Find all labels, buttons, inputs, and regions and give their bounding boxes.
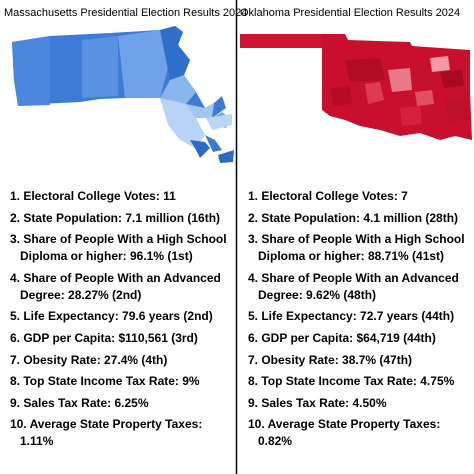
- left-title: Massachusetts Presidential Election Resu…: [4, 7, 248, 19]
- fact-item: 2. State Population: 7.1 million (16th): [10, 210, 221, 225]
- fact-item: 7. Obesity Rate: 27.4% (4th): [10, 352, 168, 367]
- fact-item: 4. Share of People With an Advanced Degr…: [248, 270, 459, 302]
- right-facts: 1. Electoral College Votes: 7 2. State Po…: [248, 188, 470, 455]
- fact-item: 10. Average State Property Taxes: 1.11%: [10, 417, 203, 449]
- fact-item: 10. Average State Property Taxes: 0.82%: [248, 417, 441, 449]
- fact-item: 6. GDP per Capita: $64,719 (44th): [248, 330, 436, 345]
- fact-item: 9. Sales Tax Rate: 4.50%: [248, 395, 387, 410]
- fact-item: 4. Share of People With an Advanced Degr…: [10, 270, 221, 302]
- left-facts: 1. Electoral College Votes: 11 2. State P…: [10, 188, 232, 455]
- fact-item: 6. GDP per Capita: $110,561 (3rd): [10, 330, 198, 345]
- fact-item: 9. Sales Tax Rate: 6.25%: [10, 395, 149, 410]
- oklahoma-map: [240, 34, 472, 140]
- fact-item: 8. Top State Income Tax Rate: 4.75%: [248, 374, 455, 389]
- fact-item: 1. Electoral College Votes: 11: [10, 189, 176, 203]
- fact-item: 8. Top State Income Tax Rate: 9%: [10, 374, 200, 389]
- fact-item: 3. Share of People With a High School Di…: [10, 232, 227, 264]
- fact-item: 5. Life Expectancy: 72.7 years (44th): [248, 309, 455, 324]
- fact-item: 3. Share of People With a High School Di…: [248, 232, 465, 264]
- fact-item: 1. Electoral College Votes: 7: [248, 189, 408, 203]
- massachusetts-map: [12, 26, 234, 163]
- fact-item: 7. Obesity Rate: 38.7% (47th): [248, 352, 413, 367]
- fact-item: 5. Life Expectancy: 79.6 years (2nd): [10, 309, 213, 324]
- right-title: Oklahoma Presidential Election Results 2…: [240, 7, 461, 19]
- fact-item: 2. State Population: 4.1 million (28th): [248, 210, 459, 225]
